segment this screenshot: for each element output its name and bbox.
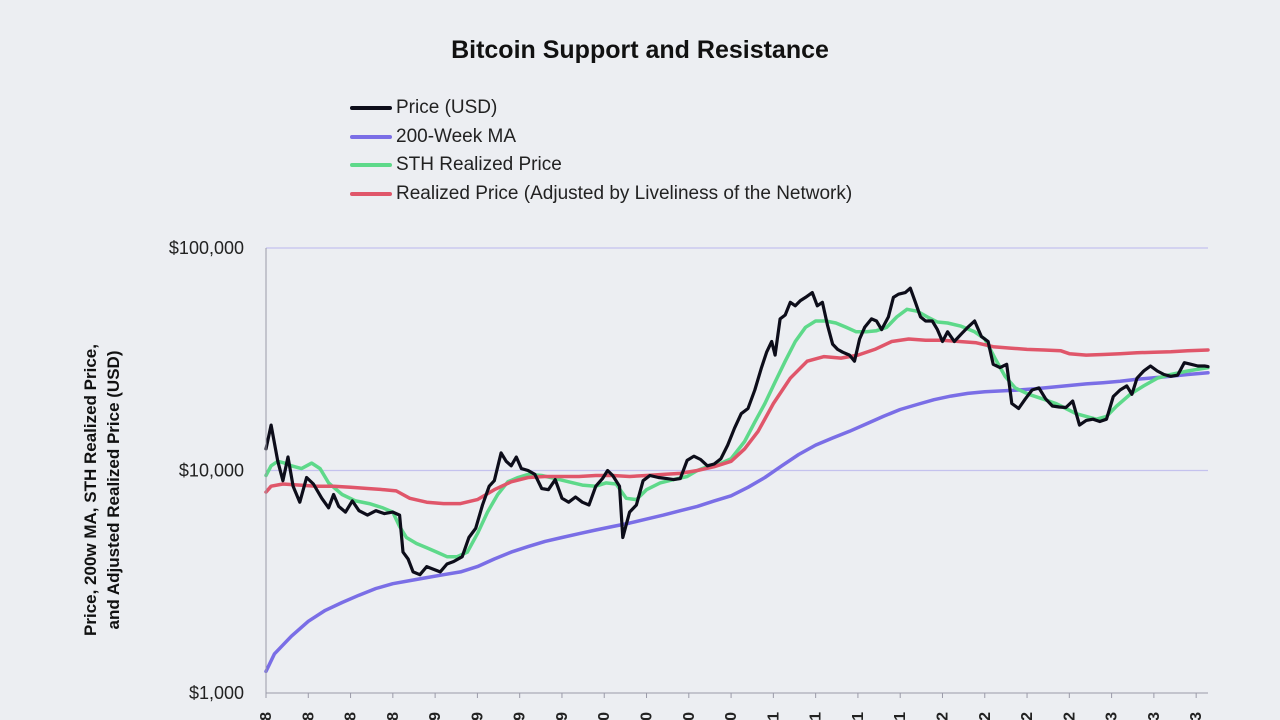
y-tick-label: $100,000	[169, 238, 244, 258]
x-tick-label: 1	[850, 712, 867, 720]
x-tick-label: 8	[343, 712, 360, 720]
x-tick-label: 2	[1019, 712, 1036, 720]
x-tick-label: 1	[765, 712, 782, 720]
y-tick-label: $1,000	[189, 683, 244, 703]
x-tick-label: 1	[808, 712, 825, 720]
series-line-sth-realized-price	[264, 307, 1210, 559]
x-tick-label: 0	[681, 712, 698, 720]
x-tick-label: 9	[554, 712, 571, 720]
x-tick-label: 0	[723, 712, 740, 720]
x-tick-label: 2	[934, 712, 951, 720]
legend: Price (USD) 200-Week MA STH Realized Pri…	[350, 94, 852, 208]
legend-item-200-week-ma: 200-Week MA	[350, 123, 852, 152]
x-tick-label: 9	[469, 712, 486, 720]
series-line-realized-price-adjusted-by-liveliness-of-the-network	[264, 337, 1210, 506]
x-tick-label: 2	[977, 712, 994, 720]
legend-swatch-realized-price	[350, 191, 392, 196]
legend-item-realized-price: Realized Price (Adjusted by Liveliness o…	[350, 180, 852, 209]
chart-title: Bitcoin Support and Resistance	[451, 36, 829, 64]
x-tick-label: 8	[300, 712, 317, 720]
legend-swatch-sth-realized	[350, 163, 392, 168]
legend-swatch-200-week-ma	[350, 134, 392, 139]
x-tick-label: 2	[1061, 712, 1078, 720]
y-tick-label: $10,000	[179, 461, 244, 481]
x-tick-label: 3	[1188, 712, 1205, 720]
x-tick-label: 3	[1146, 712, 1163, 720]
x-tick-label: 0	[596, 712, 613, 720]
legend-item-sth-realized: STH Realized Price	[350, 151, 852, 180]
legend-label-200-week-ma: 200-Week MA	[396, 125, 517, 147]
series-line-200-week-ma	[264, 370, 1210, 674]
legend-swatch-price	[350, 106, 392, 111]
legend-label-realized-price: Realized Price (Adjusted by Liveliness o…	[396, 182, 853, 204]
series-lines	[264, 286, 1210, 674]
x-tick-label: 9	[427, 712, 444, 720]
legend-item-price: Price (USD)	[350, 94, 852, 123]
gridlines	[266, 247, 1208, 472]
series-line-price-usd	[264, 286, 1210, 577]
y-tick-labels: $100,000 $10,000 $1,000	[169, 238, 244, 703]
x-tick-label: 1	[892, 712, 909, 720]
x-tick-label: 8	[258, 712, 275, 720]
x-tick-label: 9	[512, 712, 529, 720]
x-axis: 8 8 8 8 9 9 9 9 0 0 0 0 1 1 1 1 2 2 2 2 3 3 3	[258, 248, 1208, 720]
x-tick-label: 3	[1104, 712, 1121, 720]
x-tick-label: 0	[639, 712, 656, 720]
x-tick-label: 8	[385, 712, 402, 720]
legend-label-sth-realized: STH Realized Price	[396, 154, 562, 176]
legend-label-price: Price (USD)	[396, 97, 498, 119]
